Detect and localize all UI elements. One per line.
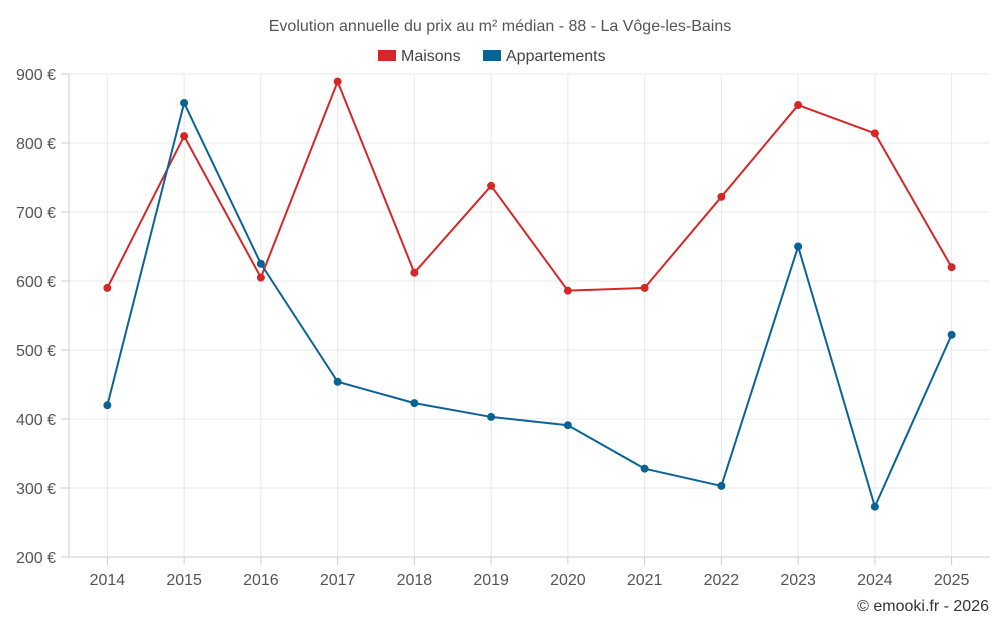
data-point-appartements[interactable] bbox=[717, 481, 726, 490]
x-tick-label: 2016 bbox=[243, 572, 279, 589]
x-tick-label: 2023 bbox=[780, 572, 816, 589]
x-tick-label: 2024 bbox=[857, 572, 893, 589]
y-tick-label: 200 € bbox=[16, 550, 56, 567]
data-point-maisons[interactable] bbox=[256, 273, 265, 282]
data-point-maisons[interactable] bbox=[410, 268, 419, 277]
x-tick-label: 2025 bbox=[934, 572, 970, 589]
data-point-appartements[interactable] bbox=[640, 464, 649, 473]
x-tick-label: 2021 bbox=[627, 572, 663, 589]
y-tick-label: 700 € bbox=[16, 205, 56, 222]
data-point-maisons[interactable] bbox=[103, 283, 112, 292]
legend-swatch bbox=[378, 50, 396, 61]
x-tick-label: 2022 bbox=[704, 572, 740, 589]
x-tick-label: 2014 bbox=[90, 572, 126, 589]
legend-label: Appartements bbox=[506, 48, 606, 65]
y-tick-label: 800 € bbox=[16, 136, 56, 153]
y-tick-label: 400 € bbox=[16, 412, 56, 429]
credit-text: © emooki.fr - 2026 bbox=[857, 598, 989, 615]
series-appartements bbox=[103, 98, 956, 511]
y-tick-label: 300 € bbox=[16, 481, 56, 498]
legend: Maisons Appartements bbox=[378, 48, 606, 65]
data-point-maisons[interactable] bbox=[794, 101, 803, 110]
series-maisons bbox=[103, 77, 956, 295]
x-tick-label: 2015 bbox=[166, 572, 202, 589]
data-point-appartements[interactable] bbox=[563, 421, 572, 430]
legend-item-appartements[interactable]: Appartements bbox=[483, 48, 606, 65]
data-point-appartements[interactable] bbox=[333, 377, 342, 386]
data-point-maisons[interactable] bbox=[870, 129, 879, 138]
data-point-appartements[interactable] bbox=[256, 259, 265, 268]
data-point-maisons[interactable] bbox=[333, 77, 342, 86]
y-tick-label: 500 € bbox=[16, 343, 56, 360]
data-point-maisons[interactable] bbox=[180, 132, 189, 141]
data-point-appartements[interactable] bbox=[870, 502, 879, 511]
grid bbox=[69, 73, 990, 557]
data-point-maisons[interactable] bbox=[487, 181, 496, 190]
series-layer bbox=[103, 77, 956, 511]
series-line-appartements bbox=[106, 101, 953, 508]
x-tick-label: 2020 bbox=[550, 572, 586, 589]
data-point-appartements[interactable] bbox=[410, 399, 419, 408]
data-point-appartements[interactable] bbox=[794, 242, 803, 251]
legend-item-maisons[interactable]: Maisons bbox=[378, 48, 461, 65]
axes: 200 € 300 € 400 € 500 € 600 € 700 € 800 € 900 €… bbox=[16, 67, 990, 589]
data-point-appartements[interactable] bbox=[487, 412, 496, 421]
data-point-appartements[interactable] bbox=[103, 401, 112, 410]
legend-label: Maisons bbox=[401, 48, 461, 65]
data-point-maisons[interactable] bbox=[640, 283, 649, 292]
data-point-maisons[interactable] bbox=[947, 263, 956, 272]
x-tick-label: 2017 bbox=[320, 572, 356, 589]
legend-swatch bbox=[483, 50, 501, 61]
data-point-maisons[interactable] bbox=[563, 286, 572, 295]
x-tick-label: 2018 bbox=[397, 572, 433, 589]
x-tick-label: 2019 bbox=[473, 572, 509, 589]
y-tick-label: 900 € bbox=[16, 67, 56, 84]
data-point-appartements[interactable] bbox=[947, 330, 956, 339]
chart-title: Evolution annuelle du prix au m² médian … bbox=[269, 18, 731, 35]
data-point-maisons[interactable] bbox=[717, 192, 726, 201]
series-line-maisons bbox=[106, 80, 953, 292]
y-tick-label: 600 € bbox=[16, 274, 56, 291]
data-point-appartements[interactable] bbox=[180, 98, 189, 107]
